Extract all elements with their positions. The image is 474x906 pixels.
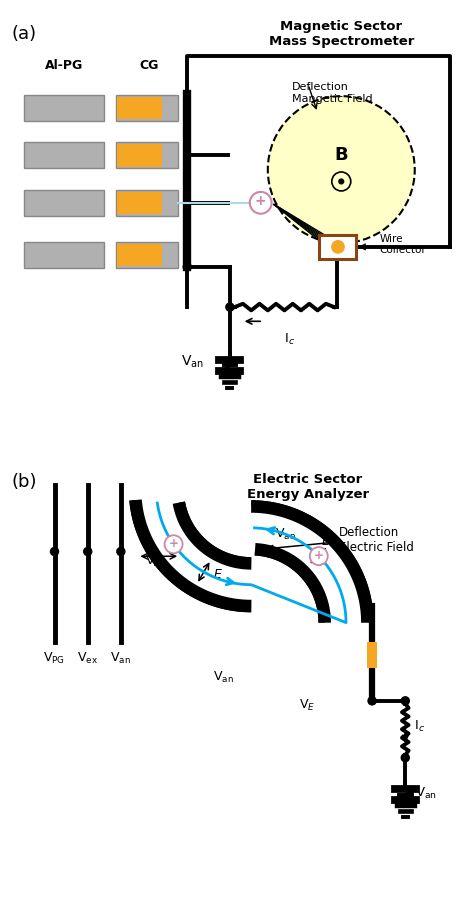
Text: V$_{\rm an}$: V$_{\rm an}$ [415,786,437,801]
Text: Wire
Collector: Wire Collector [379,234,426,255]
Bar [367,641,377,668]
Bar [24,95,104,121]
Text: V$_E$: V$_E$ [299,698,315,713]
Text: V$_{\rm PG}$: V$_{\rm PG}$ [44,651,65,666]
Text: (a): (a) [12,25,37,43]
Wedge shape [135,490,251,606]
Circle shape [367,696,377,706]
Text: Electric Sector
Energy Analyzer: Electric Sector Energy Analyzer [247,473,369,501]
Text: V$_{\rm ex}$: V$_{\rm ex}$ [77,651,98,666]
Bar [24,189,104,216]
Bar [117,144,162,167]
Circle shape [182,262,192,272]
Circle shape [401,753,410,763]
Text: V$_{\rm an}$: V$_{\rm an}$ [213,670,234,685]
Text: Magnetic Sector
Mass Spectrometer: Magnetic Sector Mass Spectrometer [269,20,414,48]
Circle shape [83,547,92,556]
Text: $E$: $E$ [213,568,223,581]
Text: Al-PG: Al-PG [45,60,83,72]
Text: V$_{\rm an}$: V$_{\rm an}$ [181,353,204,370]
Text: I$_c$: I$_c$ [414,719,425,735]
Text: V$_{\rm an}$: V$_{\rm an}$ [110,651,131,666]
Bar [24,242,104,268]
Bar [116,189,178,216]
Circle shape [116,547,126,556]
Bar [116,242,178,268]
Circle shape [401,696,410,706]
Bar [117,192,162,214]
Bar [116,142,178,169]
Circle shape [310,547,328,565]
Circle shape [225,303,235,312]
Circle shape [339,179,344,184]
Wedge shape [251,506,367,622]
Text: Deflection
Mangetic Field: Deflection Mangetic Field [292,82,372,103]
Bar [117,97,162,120]
Text: +: + [169,537,179,550]
Text: $E$: $E$ [320,535,330,548]
Text: $\mathbf{B}$: $\mathbf{B}$ [334,147,348,164]
Circle shape [164,535,182,554]
Circle shape [250,192,272,214]
Text: V$_{\rm an}$: V$_{\rm an}$ [275,527,296,543]
Circle shape [332,241,344,253]
Text: CG: CG [140,60,159,72]
Text: I$_c$: I$_c$ [283,332,295,347]
Circle shape [268,96,415,243]
Text: V$_E$: V$_E$ [145,554,161,569]
Circle shape [50,547,59,556]
Bar [319,235,356,259]
Text: Deflection
Electric Field: Deflection Electric Field [339,525,414,554]
Bar [117,244,162,266]
Text: +: + [255,195,266,208]
Bar [116,95,178,121]
Text: (b): (b) [12,473,37,491]
Text: +: + [314,549,324,562]
Bar [24,142,104,169]
